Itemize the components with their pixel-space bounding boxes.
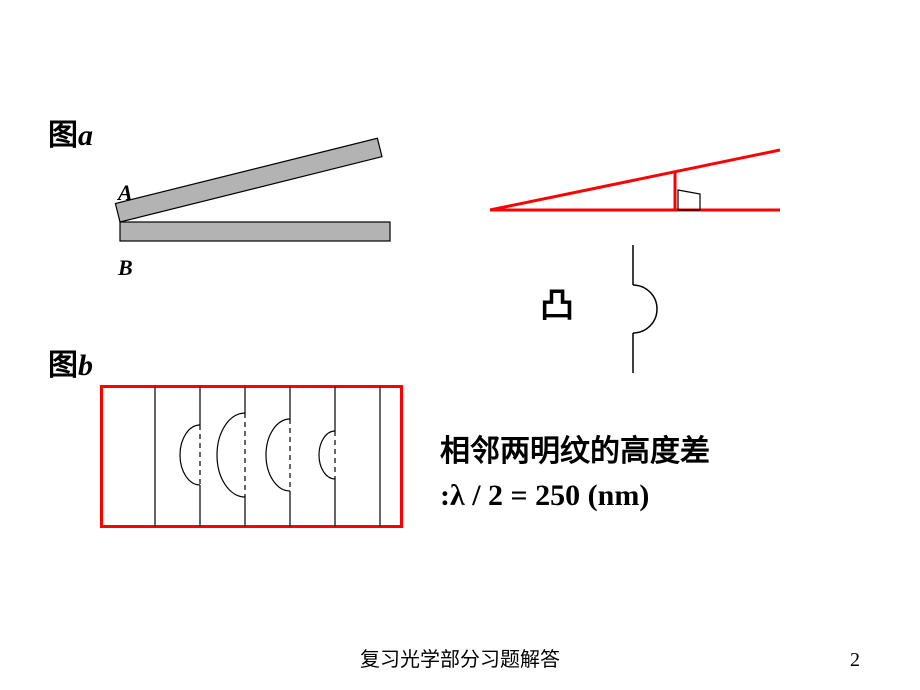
caption: 相邻两明纹的高度差 :λ / 2 = 250 (nm) — [440, 430, 710, 517]
caption-line2: :λ / 2 = 250 (nm) — [440, 474, 710, 518]
figB-label: 图b — [48, 340, 93, 384]
figB-label-zh: 图b — [48, 349, 93, 382]
convex-arc — [608, 245, 668, 375]
slide: 图a A B 凸 图b — [0, 0, 920, 690]
caption-line1: 相邻两明纹的高度差 — [440, 430, 710, 474]
figA-label: 图a — [48, 110, 93, 154]
footer-text: 复习光学部分习题解答 — [0, 643, 920, 672]
figA-letter-B: B — [118, 255, 133, 281]
convex-label: 凸 — [540, 278, 574, 327]
figA-letter-A: A — [118, 180, 133, 206]
figA-wedge — [110, 135, 430, 275]
page-number: 2 — [850, 649, 860, 672]
figB-fringes — [100, 385, 410, 535]
figA-label-zh: 图a — [48, 119, 93, 152]
triangle-schematic — [490, 150, 800, 230]
